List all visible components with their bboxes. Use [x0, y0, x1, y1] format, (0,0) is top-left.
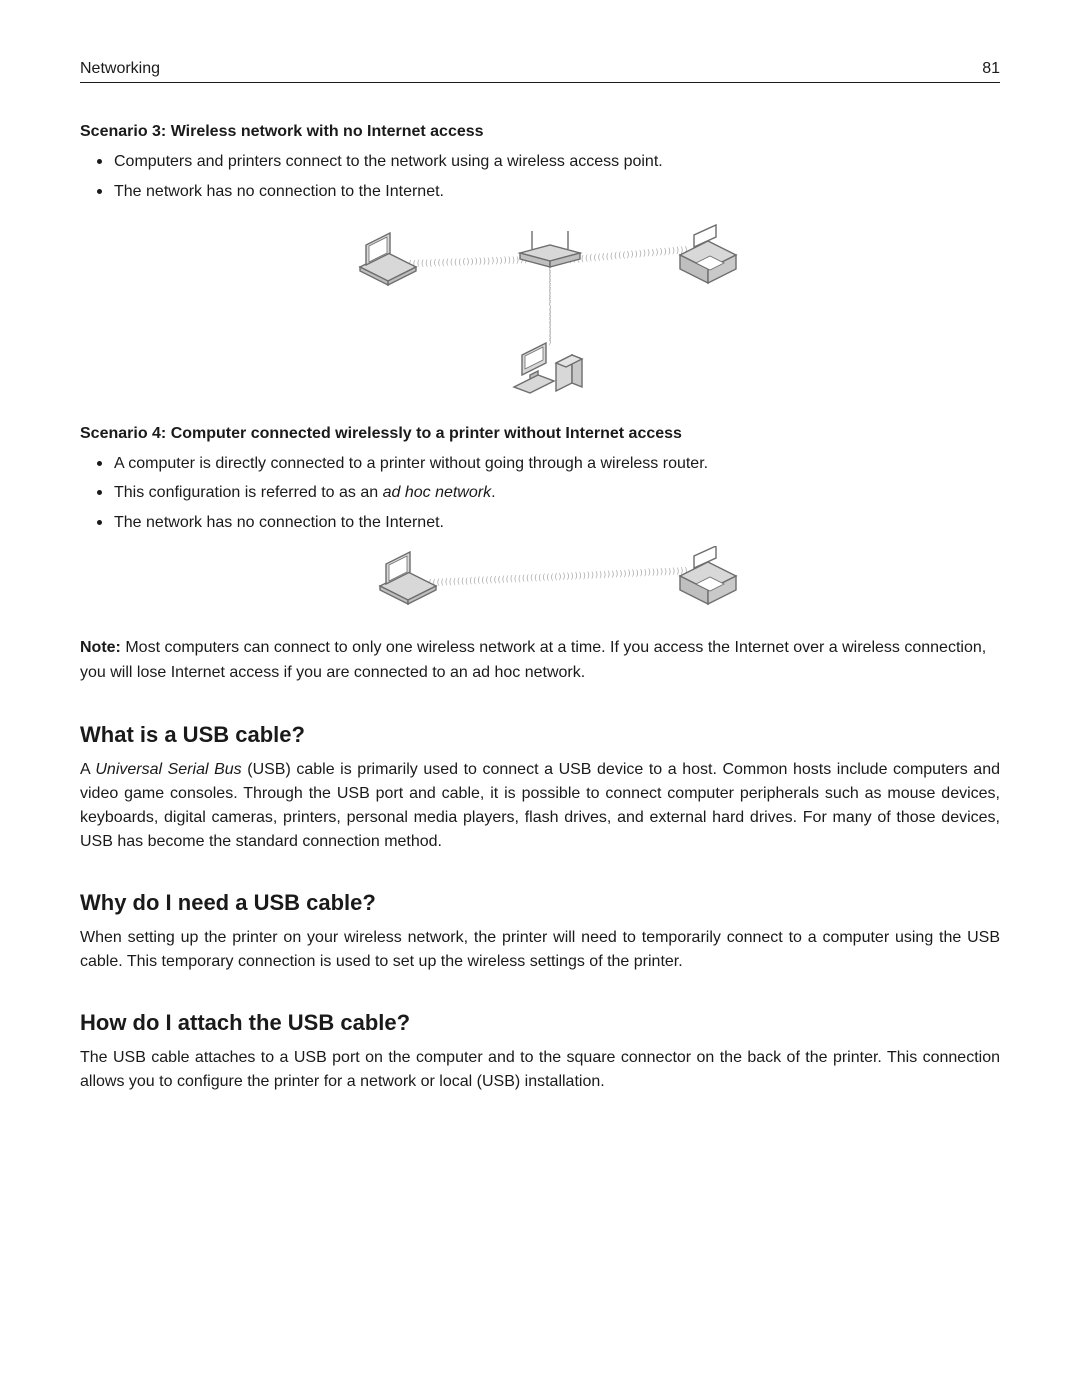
scenario3-bullets: Computers and printers connect to the ne… — [80, 147, 1000, 205]
page-header: Networking 81 — [80, 60, 1000, 83]
note-text: Most computers can connect to only one w… — [80, 639, 986, 681]
header-page-number: 81 — [982, 60, 1000, 78]
bullet-item: This configuration is referred to as an … — [114, 478, 1000, 506]
bullet-item: Computers and printers connect to the ne… — [114, 147, 1000, 175]
scenario4-title: Scenario 4: Computer connected wirelessl… — [80, 425, 1000, 443]
bullet-item: The network has no connection to the Int… — [114, 177, 1000, 205]
network-diagram-svg: (((((((((((((((((((((((((((((((())))))))… — [320, 546, 760, 616]
note-label: Note: — [80, 639, 121, 656]
heading-usb-what: What is a USB cable? — [80, 722, 1000, 748]
note-adhoc: Note: Most computers can connect to only… — [80, 636, 1000, 686]
bullet-item: The network has no connection to the Int… — [114, 508, 1000, 536]
body-usb-what: A Universal Serial Bus (USB) cable is pr… — [80, 758, 1000, 854]
heading-usb-how: How do I attach the USB cable? — [80, 1010, 1000, 1036]
diagram-scenario4: (((((((((((((((((((((((((((((((())))))))… — [80, 546, 1000, 616]
document-page: Networking 81 Scenario 3: Wireless netwo… — [0, 0, 1080, 1397]
scenario4-bullets: A computer is directly connected to a pr… — [80, 449, 1000, 536]
scenario3-title: Scenario 3: Wireless network with no Int… — [80, 123, 1000, 141]
bullet-item: A computer is directly connected to a pr… — [114, 449, 1000, 477]
svg-text:): ) — [548, 337, 553, 346]
body-usb-why: When setting up the printer on your wire… — [80, 926, 1000, 974]
network-diagram-svg: (((((((((((((()))))))))))))))(((((((((((… — [300, 215, 780, 405]
diagram-scenario3: (((((((((((((()))))))))))))))(((((((((((… — [80, 215, 1000, 405]
heading-usb-why: Why do I need a USB cable? — [80, 890, 1000, 916]
header-section: Networking — [80, 60, 160, 78]
body-usb-how: The USB cable attaches to a USB port on … — [80, 1046, 1000, 1094]
